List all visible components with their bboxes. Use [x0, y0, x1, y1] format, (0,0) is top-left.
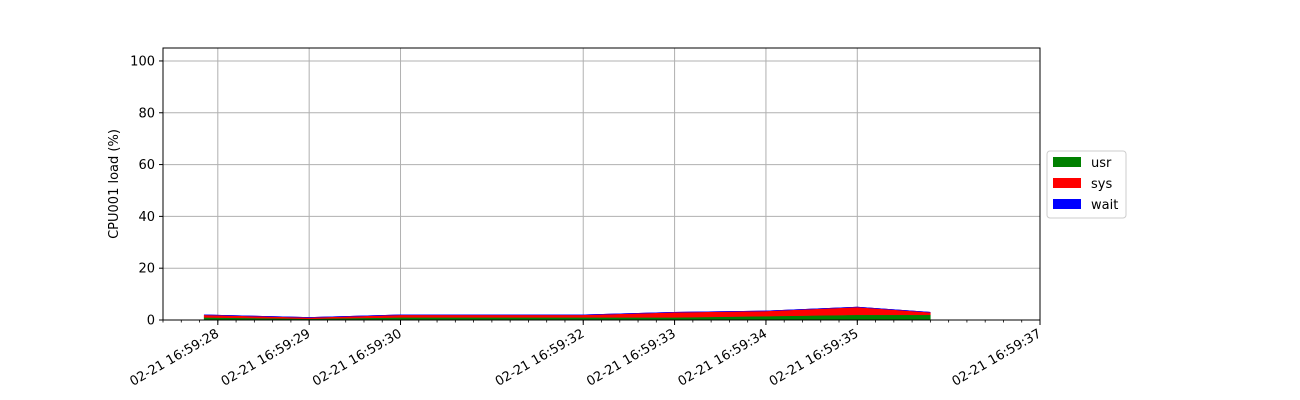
x-tick-label: 02-21 16:59:32: [493, 326, 587, 389]
area-series: [203, 306, 931, 321]
legend-label-sys: sys: [1091, 177, 1112, 192]
y-tick-label: 100: [130, 54, 155, 69]
y-tick-label: 80: [138, 106, 155, 121]
y-axis-label: CPU001 load (%): [107, 129, 122, 239]
y-axis: 0 20 40 60 80 100: [130, 54, 163, 329]
y-tick-label: 60: [138, 158, 155, 173]
plot-frame: [162, 47, 1041, 321]
legend: usr sys wait: [1046, 150, 1127, 219]
y-tick-label: 20: [138, 262, 155, 277]
legend-swatch-sys: [1053, 178, 1081, 188]
legend-swatch-usr: [1053, 157, 1081, 167]
area-wait: [204, 306, 931, 318]
x-tick-label: 02-21 16:59:28: [127, 326, 221, 389]
y-tick-label: 0: [147, 314, 155, 329]
legend-label-usr: usr: [1091, 156, 1112, 171]
x-tick-label: 02-21 16:59:33: [584, 326, 678, 389]
x-tick-label: 02-21 16:59:30: [310, 326, 404, 389]
grid: [163, 48, 1041, 321]
x-tick-label: 02-21 16:59:29: [219, 326, 313, 389]
legend-label-wait: wait: [1091, 198, 1118, 213]
legend-swatch-wait: [1053, 199, 1081, 209]
x-tick-label: 02-21 16:59:34: [676, 326, 770, 389]
x-tick-label: 02-21 16:59:37: [950, 326, 1044, 389]
y-tick-label: 40: [138, 210, 155, 225]
x-tick-label: 02-21 16:59:35: [767, 326, 861, 389]
